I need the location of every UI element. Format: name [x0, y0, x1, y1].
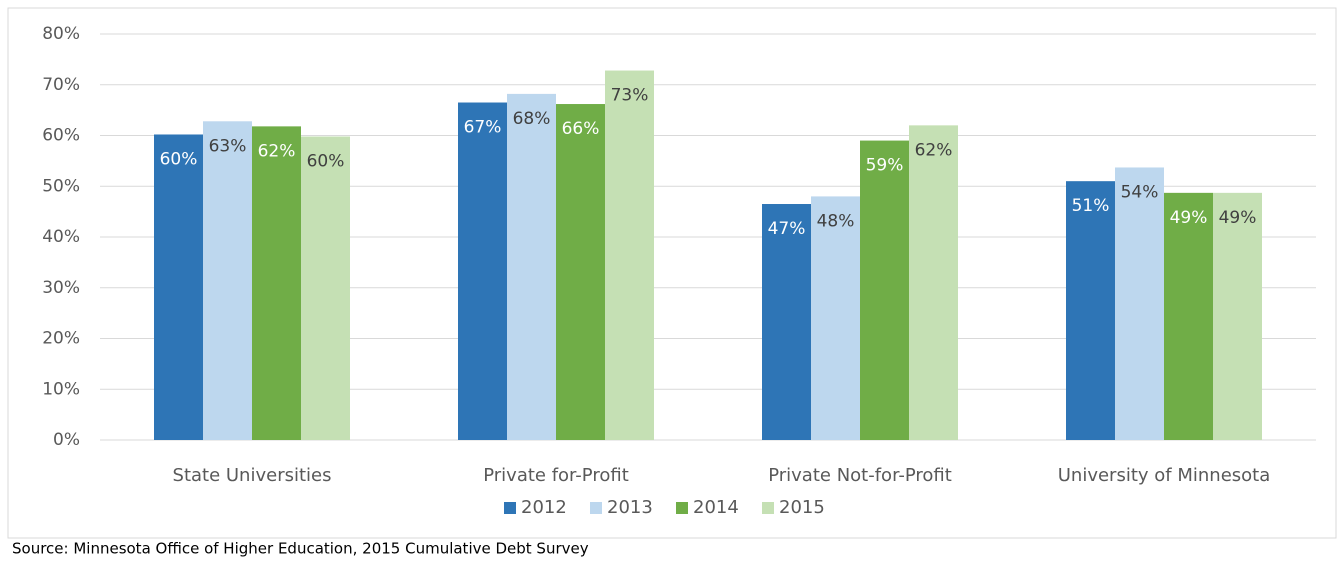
source-note: Source: Minnesota Office of Higher Educa… — [12, 540, 589, 558]
legend-label: 2013 — [607, 497, 653, 518]
data-label: 49% — [1170, 208, 1208, 228]
bar — [252, 126, 301, 441]
data-label: 68% — [513, 109, 551, 129]
legend-swatch — [676, 502, 688, 514]
data-label: 60% — [307, 152, 345, 172]
data-label: 49% — [1219, 208, 1257, 228]
data-label: 62% — [258, 141, 296, 161]
y-tick-label: 40% — [42, 227, 80, 247]
bar — [1066, 181, 1115, 441]
bar — [301, 136, 350, 440]
x-tick-label: Private for-Profit — [483, 465, 629, 486]
y-tick-label: 80% — [42, 24, 80, 44]
legend-swatch — [590, 502, 602, 514]
bar — [507, 93, 556, 440]
data-label: 66% — [562, 119, 600, 139]
y-tick-label: 50% — [42, 176, 80, 196]
chart-frame — [7, 7, 1337, 539]
x-tick-label: Private Not-for-Profit — [768, 465, 952, 486]
y-tick-label: 70% — [42, 75, 80, 95]
data-label: 48% — [817, 211, 855, 231]
data-label: 54% — [1121, 182, 1159, 202]
bar — [860, 140, 909, 440]
bar — [909, 125, 958, 440]
data-label: 73% — [611, 86, 649, 106]
bar — [762, 204, 811, 440]
legend-label: 2014 — [693, 497, 739, 518]
data-label: 63% — [209, 136, 247, 156]
y-tick-label: 60% — [42, 126, 80, 146]
y-tick-label: 20% — [42, 329, 80, 349]
y-tick-label: 10% — [42, 379, 80, 399]
bar — [1213, 192, 1262, 440]
data-label: 60% — [160, 149, 198, 169]
bar — [605, 70, 654, 440]
data-label: 51% — [1072, 196, 1110, 216]
bar — [154, 134, 203, 441]
bar — [1164, 192, 1213, 440]
bar — [203, 121, 252, 440]
legend-swatch — [762, 502, 774, 514]
bar — [556, 104, 605, 440]
data-label: 59% — [866, 156, 904, 176]
data-label: 67% — [464, 118, 502, 138]
data-label: 62% — [915, 140, 953, 160]
legend-label: 2015 — [779, 497, 825, 518]
y-tick-label: 30% — [42, 278, 80, 298]
legend-swatch — [504, 502, 516, 514]
x-tick-label: University of Minnesota — [1058, 465, 1271, 486]
x-tick-label: State Universities — [173, 465, 332, 486]
legend-label: 2012 — [521, 497, 567, 518]
bar — [811, 196, 860, 440]
bar — [458, 102, 507, 440]
y-tick-label: 0% — [53, 430, 80, 450]
bar — [1115, 167, 1164, 440]
data-label: 47% — [768, 219, 806, 239]
